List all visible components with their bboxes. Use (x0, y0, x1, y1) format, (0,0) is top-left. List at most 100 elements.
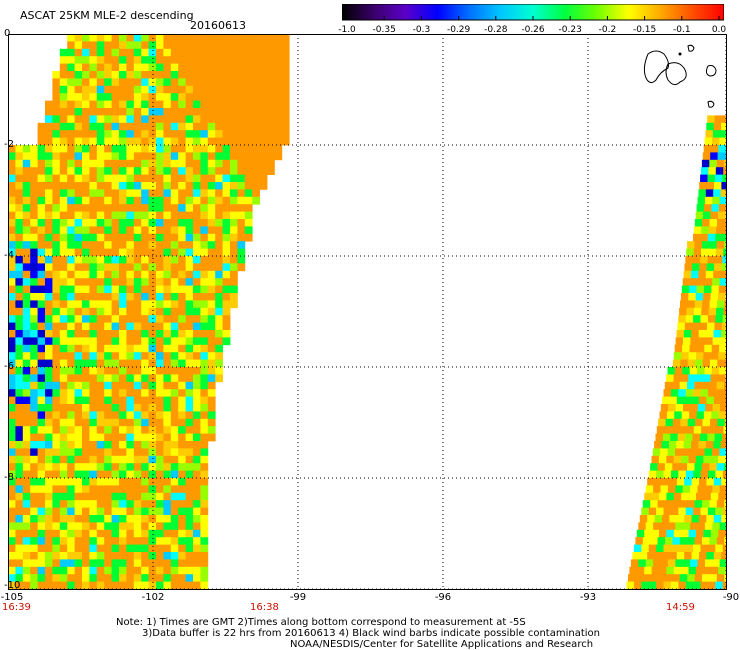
wind-cell (658, 455, 667, 464)
wind-cell (222, 100, 231, 109)
wind-cell (697, 278, 706, 286)
wind-cell (52, 337, 61, 346)
wind-cell (74, 152, 83, 161)
wind-cell (111, 374, 120, 383)
wind-cell (45, 374, 53, 383)
wind-cell (119, 248, 127, 257)
wind-cell (37, 552, 46, 560)
wind-cell (22, 396, 31, 405)
wind-cell (119, 108, 127, 116)
wind-cell (200, 152, 209, 161)
wind-cell (193, 130, 201, 138)
wind-cell (156, 315, 164, 323)
wind-cell (59, 381, 68, 390)
wind-cell (215, 241, 223, 249)
wind-cell (22, 159, 31, 168)
wind-cell (82, 411, 90, 420)
wind-cell (74, 492, 83, 501)
wind-cell (711, 285, 720, 294)
wind-cell (185, 278, 194, 286)
wind-cell (651, 566, 660, 575)
wind-cell (207, 78, 216, 87)
wind-cell (22, 248, 31, 257)
wind-cell (126, 56, 135, 64)
wind-cell (163, 189, 172, 198)
wind-cell (89, 93, 98, 101)
wind-cell (717, 219, 725, 227)
wind-cell (200, 529, 209, 538)
wind-cell (704, 448, 713, 457)
wind-cell (156, 85, 164, 94)
wind-cell (148, 204, 157, 212)
wind-cell (170, 307, 179, 316)
wind-cell (185, 56, 194, 64)
wind-cell (133, 159, 142, 168)
wind-cell (237, 196, 246, 205)
wind-cell (230, 263, 238, 272)
wind-cell (37, 389, 46, 397)
wind-cell (723, 248, 727, 257)
wind-cell (651, 455, 660, 464)
wind-cell (67, 396, 75, 405)
wind-cell (111, 470, 120, 479)
wind-cell (704, 196, 713, 205)
wind-cell (141, 211, 149, 220)
wind-cell (170, 566, 179, 575)
wind-cell (178, 381, 186, 390)
wind-cell (126, 381, 135, 390)
wind-cell (215, 219, 223, 227)
wind-cell (133, 56, 142, 64)
wind-cell (8, 448, 16, 457)
wind-cell (694, 300, 703, 309)
wind-cell (663, 470, 672, 479)
wind-cell (170, 34, 179, 42)
wind-cell (215, 263, 223, 272)
wind-cell (126, 263, 135, 272)
wind-cell (244, 167, 253, 175)
wind-cell (237, 137, 246, 146)
wind-cell (59, 63, 68, 72)
wind-cell (163, 581, 172, 590)
wind-cell (119, 263, 127, 272)
wind-cell (30, 293, 38, 301)
wind-cell (222, 307, 231, 316)
wind-cell (30, 574, 38, 582)
wind-cell (104, 159, 112, 168)
wind-cell (715, 248, 724, 257)
wind-cell (96, 389, 105, 397)
wind-cell (163, 108, 172, 116)
wind-cell (52, 522, 61, 531)
wind-cell (15, 322, 24, 331)
wind-cell (82, 307, 90, 316)
wind-cell (200, 122, 209, 131)
wind-cell (67, 463, 75, 471)
wind-cell (170, 396, 179, 405)
wind-cell (723, 307, 727, 316)
wind-cell (82, 574, 90, 582)
wind-cell (119, 478, 127, 486)
wind-cell (45, 581, 53, 590)
wind-cell (148, 411, 157, 420)
wind-cell (96, 233, 105, 242)
wind-cell (163, 270, 172, 279)
wind-cell (244, 159, 253, 168)
wind-cell (677, 433, 686, 442)
wind-cell (82, 204, 90, 212)
wind-cell (22, 522, 31, 531)
wind-cell (215, 56, 223, 64)
wind-cell (37, 492, 46, 501)
wind-cell (67, 374, 75, 383)
wind-cell (111, 411, 120, 420)
wind-cell (230, 293, 238, 301)
wind-cell (45, 108, 53, 116)
wind-cell (178, 248, 186, 257)
wind-cell (267, 122, 275, 131)
wind-cell (22, 404, 31, 412)
wind-cell (52, 182, 61, 190)
wind-cell (708, 470, 716, 479)
wind-cell (215, 189, 223, 198)
wind-cell (200, 278, 209, 286)
wind-cell (133, 322, 142, 331)
wind-cell (8, 307, 16, 316)
wind-cell (178, 270, 186, 279)
